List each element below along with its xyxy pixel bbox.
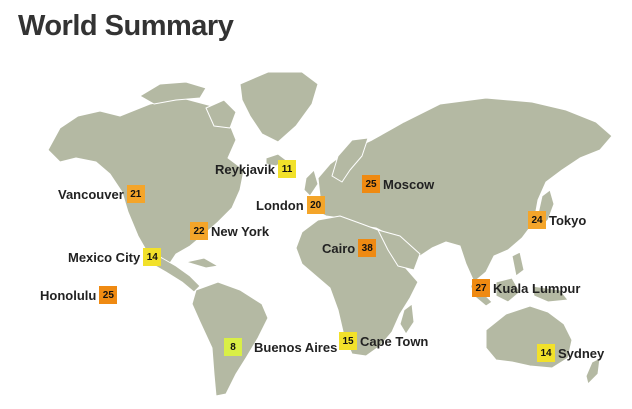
city-name: Kuala Lumpur — [493, 280, 581, 296]
city-marker-vancouver[interactable]: Vancouver 21 — [58, 185, 145, 203]
temperature-badge: 20 — [306, 196, 325, 214]
temperature-badge: 11 — [278, 160, 296, 178]
city-name: Honolulu — [40, 287, 97, 303]
philippines — [511, 251, 525, 277]
page-title: World Summary — [18, 10, 234, 42]
city-marker-cairo[interactable]: Cairo 38 — [322, 239, 377, 257]
city-marker-buenos-aires[interactable]: 8 Buenos Aires — [224, 338, 337, 356]
caribbean-islands — [185, 257, 219, 269]
city-name: Mexico City — [68, 249, 141, 265]
city-name: Moscow — [383, 176, 435, 192]
city-marker-london[interactable]: London 20 — [256, 196, 325, 214]
city-marker-reykjavik[interactable]: Reykjavik 11 — [215, 160, 296, 178]
africa — [295, 215, 419, 357]
temperature-badge: 38 — [358, 239, 377, 257]
arctic-islands — [139, 81, 207, 105]
temperature-badge: 8 — [224, 338, 242, 356]
city-name: Sydney — [558, 345, 605, 361]
temperature-badge: 27 — [472, 279, 490, 297]
temperature-badge: 14 — [537, 344, 555, 362]
arabian-peninsula — [377, 229, 421, 271]
temperature-badge: 25 — [99, 286, 118, 304]
temperature-badge: 21 — [126, 185, 145, 203]
city-name: Cape Town — [360, 333, 429, 349]
city-marker-honolulu[interactable]: Honolulu 25 — [40, 286, 118, 304]
madagascar — [399, 303, 415, 335]
city-name: New York — [211, 223, 270, 239]
temperature-badge: 15 — [339, 332, 357, 350]
temperature-badge: 24 — [528, 211, 546, 229]
new-guinea — [531, 285, 569, 303]
city-name: Buenos Aires — [254, 339, 338, 355]
scandinavia — [331, 137, 369, 183]
city-name: Cairo — [322, 240, 356, 256]
city-name: Vancouver — [58, 186, 124, 202]
city-marker-cape-town[interactable]: 15 Cape Town — [339, 332, 428, 350]
city-marker-mexico-city[interactable]: Mexico City 14 — [68, 248, 162, 266]
baffin-island — [205, 99, 237, 129]
new-zealand — [585, 357, 601, 385]
temperature-badge: 22 — [190, 222, 208, 240]
temperature-badge: 25 — [362, 175, 380, 193]
temperature-badge: 14 — [143, 248, 162, 266]
city-marker-moscow[interactable]: 25 Moscow — [362, 175, 434, 193]
city-marker-tokyo[interactable]: 24 Tokyo — [528, 211, 586, 229]
city-name: Reykjavik — [215, 161, 275, 177]
british-isles — [303, 169, 319, 197]
city-marker-new-york[interactable]: 22 New York — [190, 222, 269, 240]
city-name: Tokyo — [549, 212, 587, 228]
city-name: London — [256, 197, 304, 213]
borneo — [495, 277, 521, 303]
greenland — [239, 71, 319, 143]
city-marker-sydney[interactable]: 14 Sydney — [537, 344, 604, 362]
city-marker-kuala-lumpur[interactable]: 27 Kuala Lumpur — [472, 279, 580, 297]
